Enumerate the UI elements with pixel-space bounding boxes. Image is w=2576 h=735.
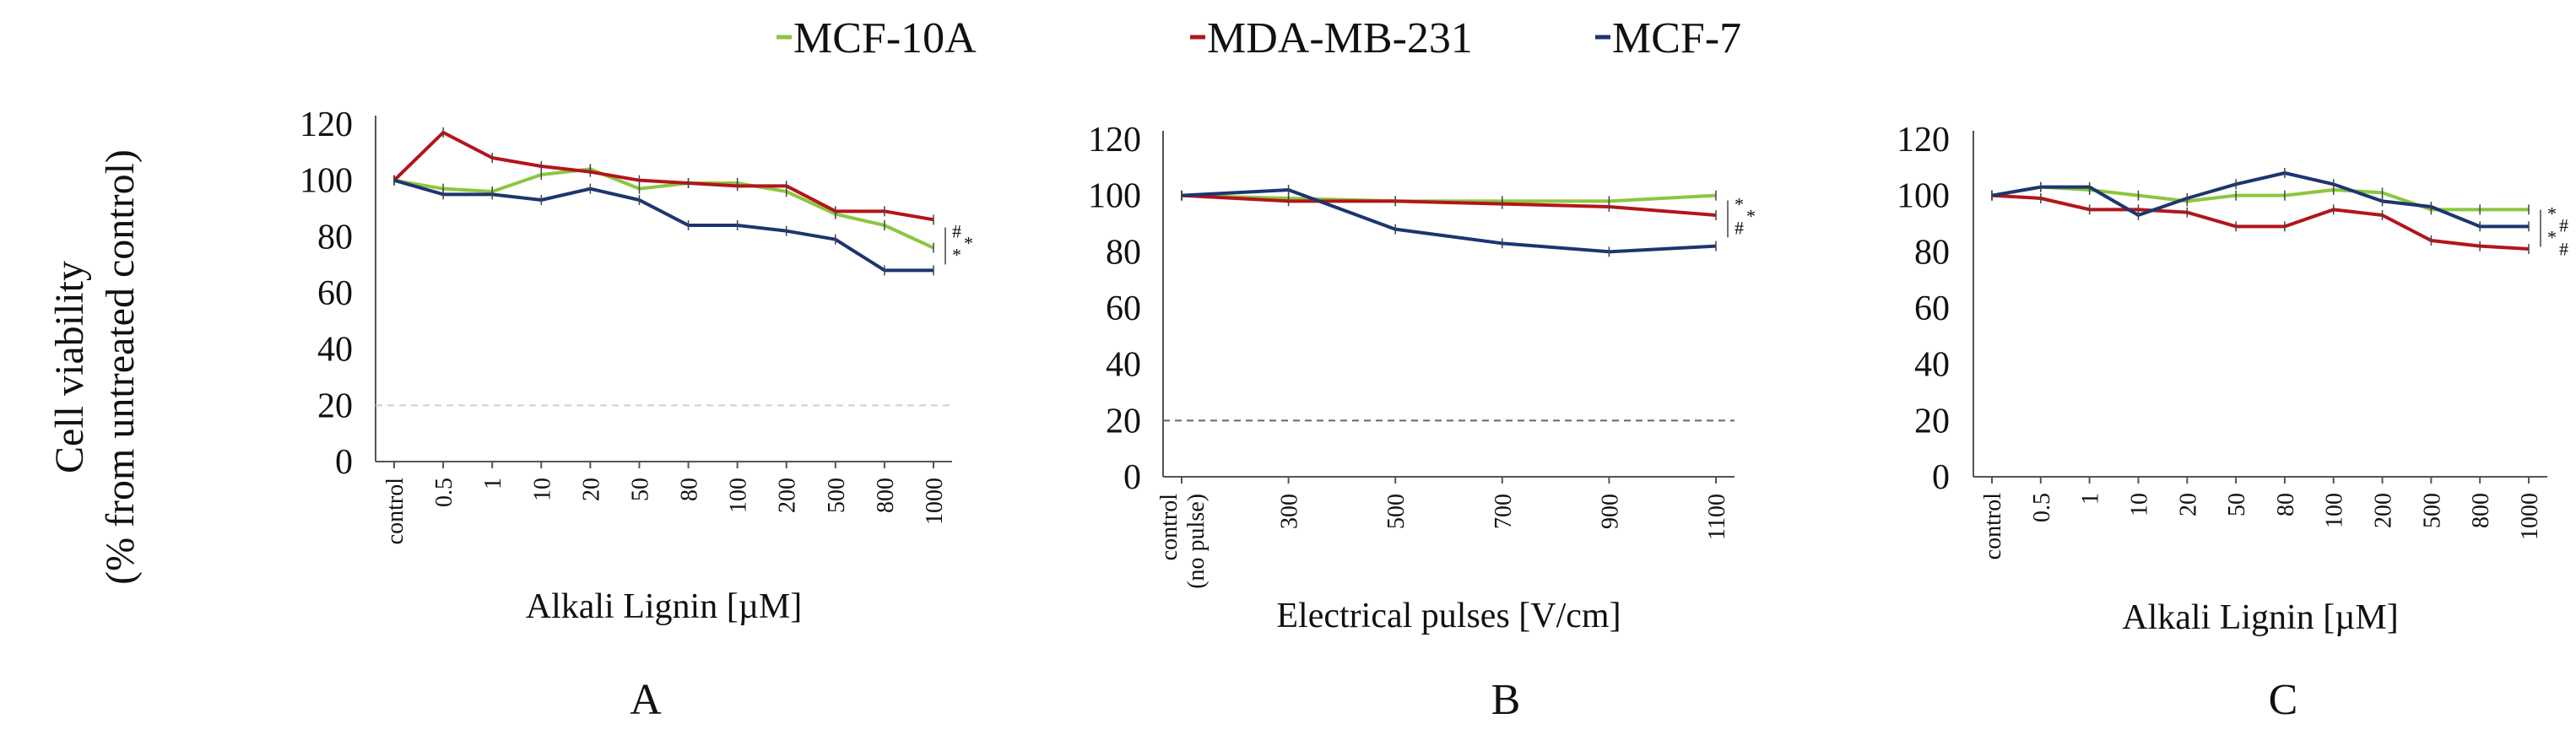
x-tick-label-line: control [1156,494,1182,561]
legend-entry-1: MCF-10A [777,14,977,62]
x-tick-label: 20 [2175,493,2201,516]
legend-entry-2: MDA-MB-231 [1190,14,1473,62]
y-tick-label: 120 [1897,121,1950,159]
series-line [1181,193,1717,217]
significance-marker: # [1734,217,1744,238]
x-axis-label: Electrical pulses [V/cm] [1276,597,1621,635]
x-tick-label: control [382,478,409,545]
x-tick-label: 0.5 [431,478,457,507]
x-tick-label: 200 [2371,493,2397,528]
x-tick-label: 100 [2322,493,2348,528]
series-line [393,167,934,250]
x-tick-label: 1 [2078,493,2104,505]
y-tick-label: 60 [1914,289,1950,328]
x-tick-label: control (no pulse) [1156,494,1210,589]
x-tick-label: 800 [873,478,899,513]
legend-label: MCF-7 [1612,14,1741,62]
x-tick-label: 800 [2468,493,2494,528]
y-tick-label: 40 [1106,346,1141,385]
x-tick-label: 50 [2224,493,2250,516]
significance-marker: # [2559,215,2568,236]
significance-marker: # [952,220,961,241]
y-tick-label: 0 [1123,458,1141,497]
x-tick-label: control [1980,493,2006,560]
x-tick-label: 1000 [2517,493,2543,540]
y-tick-label: 120 [1088,121,1141,159]
x-tick-label: 1100 [1704,494,1730,540]
y-tick-label: 0 [1932,458,1950,497]
y-tick-label: 100 [1897,177,1950,216]
x-tick-label: 900 [1597,494,1623,529]
x-tick-label: 500 [824,478,850,513]
legend-label: MCF-10A [793,14,977,62]
x-tick-label: 1000 [922,478,948,525]
y-tick-label: 80 [317,218,353,257]
significance-marker: * [2547,227,2557,248]
x-tick-label: 100 [726,478,752,513]
significance-marker: * [952,244,961,265]
panel-letter: A [630,676,662,724]
series-line [393,178,934,273]
series-line [1991,171,2529,229]
y-tick-label: 20 [1914,402,1950,440]
x-tick-label: 500 [1383,494,1410,529]
x-tick-label: 700 [1491,494,1517,529]
y-tick-label: 20 [317,386,353,425]
y-axis-label-line1: Cell viability [47,261,92,473]
y-axis-label-line2: (% from untreated control) [98,149,143,585]
legend-entry-3: MCF-7 [1595,14,1741,62]
x-tick-label: 20 [578,478,604,501]
panel-letter: B [1491,676,1521,724]
panel-A: 0 20 40 60 80 100 120 control 0.5 1 10 20 50 80 100 200… [300,105,973,724]
y-tick-label: 80 [1106,233,1141,272]
y-tick-label: 60 [317,274,353,313]
panel-B: 0 20 40 60 80 100 120 control (no pulse) 300 500 70… [1088,121,1756,724]
y-tick-label: 0 [335,443,353,482]
significance-marker: * [1746,205,1756,226]
significance-marker: * [1734,193,1744,214]
y-tick-label: 20 [1106,402,1141,440]
x-tick-label-line: (no pulse) [1183,494,1210,589]
series-line [1181,188,1717,254]
x-tick-label: 300 [1277,494,1303,529]
x-tick-label: 0.5 [2029,493,2055,522]
panel-letter: C [2269,676,2298,724]
y-tick-label: 100 [300,162,353,201]
y-tick-label: 40 [317,331,353,370]
significance-marker: # [2559,239,2568,260]
y-tick-label: 60 [1106,289,1141,328]
series-line [392,131,934,222]
x-tick-label: 500 [2419,493,2445,528]
x-tick-label: 10 [529,478,555,501]
x-axis-label: Alkali Lignin [µM] [2122,598,2399,637]
y-tick-label: 40 [1914,346,1950,385]
significance-marker: * [964,232,973,253]
series-line [1991,193,2530,251]
legend: MCF-10A MDA-MB-231 MCF-7 [777,14,1741,62]
significance-marker: * [2547,203,2557,224]
x-tick-label: 1 [480,478,506,489]
x-tick-label: 50 [627,478,653,501]
x-tick-label: 200 [775,478,801,513]
y-tick-label: 120 [300,105,353,144]
x-tick-label: 80 [677,478,703,501]
panel-C: 0 20 40 60 80 100 120 control 0.5 1 10 20 50 80 100 200… [1897,121,2568,724]
x-axis-label: Alkali Lignin [µM] [526,587,803,626]
y-tick-label: 80 [1914,233,1950,272]
y-tick-label: 100 [1088,177,1141,216]
x-tick-label: 80 [2273,493,2299,516]
legend-label: MDA-MB-231 [1207,14,1473,62]
x-tick-label: 10 [2126,493,2152,516]
